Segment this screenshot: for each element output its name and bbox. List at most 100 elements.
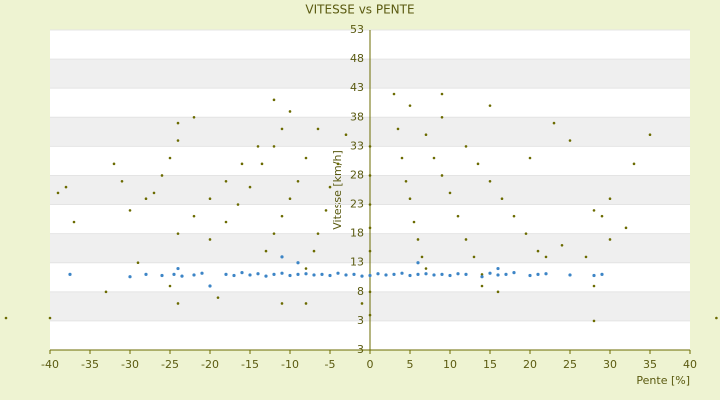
point: [264, 249, 268, 253]
point: [172, 272, 176, 276]
point: [264, 274, 268, 278]
point: [456, 272, 460, 276]
point: [316, 127, 320, 131]
point: [512, 271, 516, 275]
point: [500, 197, 504, 201]
point: [536, 249, 540, 253]
point: [104, 290, 108, 294]
point: [360, 274, 364, 278]
x-tick-label: -30: [121, 358, 139, 371]
point: [412, 220, 416, 224]
y-tick-label: 43: [350, 81, 364, 94]
point: [280, 271, 284, 275]
point: [280, 302, 284, 305]
point: [260, 162, 264, 166]
point: [440, 92, 444, 96]
point: [224, 272, 228, 276]
point: [240, 162, 244, 166]
x-tick-label: 20: [523, 358, 537, 371]
point: [368, 313, 372, 317]
point: [592, 273, 596, 278]
point: [464, 272, 468, 276]
point: [528, 156, 532, 160]
point: [568, 139, 572, 142]
point: [440, 272, 444, 276]
point: [232, 273, 236, 278]
point: [328, 185, 332, 189]
point: [152, 191, 156, 195]
point: [432, 156, 436, 160]
point: [488, 271, 492, 275]
point: [56, 191, 60, 195]
point: [404, 179, 408, 183]
point: [248, 185, 252, 189]
point: [316, 232, 320, 235]
x-tick-label: -10: [281, 358, 299, 371]
point: [424, 272, 428, 276]
point: [584, 255, 588, 259]
x-tick-label: 35: [643, 358, 657, 371]
point: [336, 162, 340, 166]
point: [368, 249, 372, 253]
point: [608, 197, 612, 201]
x-tick-label: 0: [367, 358, 374, 371]
x-tick-label: 15: [483, 358, 497, 371]
y-tick-label: 53: [350, 23, 364, 36]
point: [624, 226, 628, 230]
point: [344, 273, 348, 277]
point: [224, 179, 228, 183]
point: [248, 273, 252, 277]
y-tick-label: 8: [357, 285, 364, 298]
point: [432, 273, 436, 277]
point: [272, 272, 276, 276]
x-tick-label: -5: [325, 358, 336, 371]
point: [368, 273, 372, 278]
x-tick-label: 25: [563, 358, 577, 371]
point: [272, 98, 276, 102]
point: [240, 271, 244, 275]
point: [496, 290, 500, 294]
point: [360, 302, 364, 305]
point: [176, 232, 180, 235]
x-tick-label: -35: [81, 358, 99, 371]
point: [544, 255, 548, 259]
point: [488, 179, 492, 183]
y-tick-label: 48: [350, 52, 364, 65]
point: [200, 271, 204, 275]
y-tick-label: 38: [350, 110, 364, 123]
point: [180, 274, 184, 278]
point: [384, 273, 388, 277]
point: [552, 121, 556, 125]
point: [168, 284, 172, 288]
point: [416, 261, 420, 265]
x-tick-label: 10: [443, 358, 457, 371]
x-tick-label: -25: [161, 358, 179, 371]
point: [560, 243, 564, 247]
point: [504, 272, 508, 276]
point: [296, 261, 300, 265]
point: [544, 272, 548, 276]
point: [368, 290, 372, 294]
point: [280, 255, 284, 259]
point: [408, 104, 412, 107]
x-tick-label: 5: [407, 358, 414, 371]
point: [440, 115, 444, 119]
point: [296, 272, 300, 276]
point: [328, 273, 332, 278]
point: [4, 316, 8, 320]
y-tick-label: 28: [350, 168, 364, 181]
x-tick-label: 30: [603, 358, 617, 371]
point: [304, 267, 308, 270]
point: [352, 272, 356, 276]
point: [396, 127, 400, 131]
point: [416, 272, 420, 276]
point: [408, 197, 412, 201]
point: [424, 267, 428, 270]
point: [208, 238, 212, 241]
point: [336, 271, 340, 275]
point: [376, 272, 380, 276]
point: [368, 145, 372, 148]
point: [144, 197, 148, 201]
point: [288, 273, 292, 278]
x-tick-label: 40: [683, 358, 697, 371]
